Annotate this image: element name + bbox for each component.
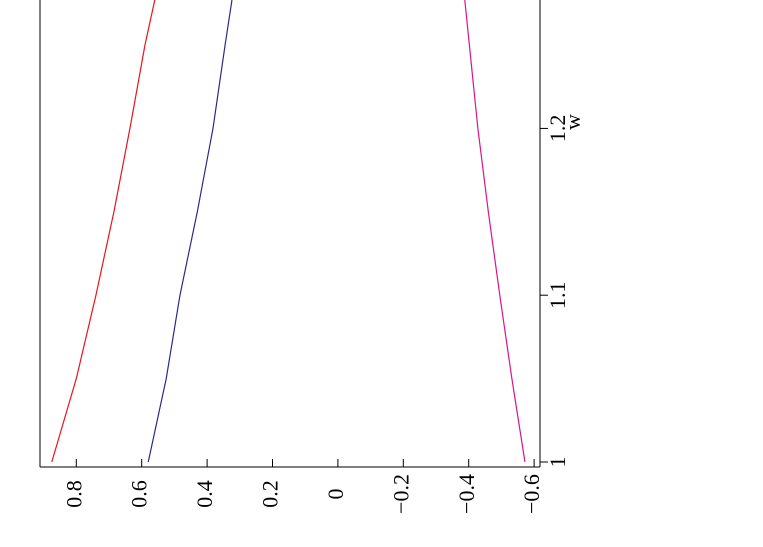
data-line: [51, 0, 156, 463]
y-tick-label: −0.6: [519, 474, 544, 514]
data-line: [147, 0, 233, 463]
y-tick-label: 0: [323, 489, 348, 500]
y-tick-label: −0.2: [388, 474, 413, 514]
x-tick-label: 1: [545, 456, 570, 467]
y-tick-label: 0.4: [192, 480, 217, 508]
x-tick-label: 1.1: [545, 281, 570, 309]
data-line: [464, 0, 526, 463]
y-tick-label: −0.4: [454, 474, 479, 514]
y-tick-label: 0.6: [127, 480, 152, 508]
x-tick-label: 1.2: [545, 115, 570, 143]
y-tick-label: 0.2: [258, 480, 283, 508]
axis-label: w: [560, 114, 585, 130]
y-tick-label: 0.8: [61, 480, 86, 508]
